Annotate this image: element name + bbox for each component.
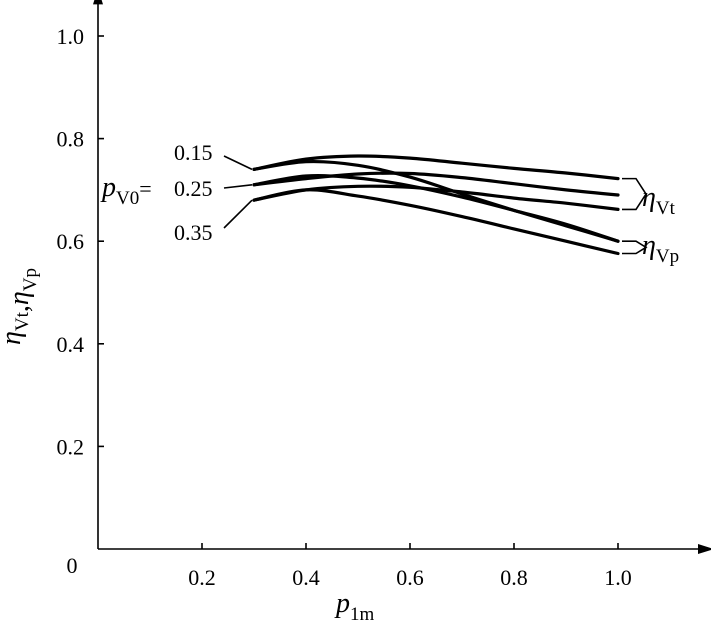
x-axis-label: p1m: [334, 588, 375, 623]
parameter-symbol: pV0=: [100, 172, 152, 209]
x-tick-label: 0.4: [292, 565, 320, 590]
param-label-0_15: 0.15: [174, 140, 213, 165]
y-axis-arrow-icon: [93, 0, 103, 5]
origin-label: 0: [67, 553, 78, 578]
leader-line: [223, 183, 253, 189]
group-bracket-vp: [622, 240, 648, 255]
x-tick-label: 0.8: [500, 565, 528, 590]
group-label-vp: ηVp: [642, 230, 679, 267]
group-label-vt: ηVt: [642, 182, 676, 219]
y-ticks: 0.2 0.4 0.6 0.8 1.0: [57, 24, 104, 459]
series-line-vp-0_25: [252, 174, 620, 243]
series-lines: [252, 154, 620, 256]
y-tick-label: 0.6: [57, 229, 85, 254]
y-tick-label: 1.0: [57, 24, 85, 49]
param-label-0_25: 0.25: [174, 176, 213, 201]
y-tick-label: 0.8: [57, 127, 85, 152]
y-axis-label: ηVt,ηVp: [0, 268, 41, 345]
x-tick-label: 0.2: [188, 565, 216, 590]
leader-line: [223, 199, 253, 229]
series-line-vp-0_35: [252, 188, 620, 256]
y-tick-label: 0.2: [57, 434, 85, 459]
x-tick-label: 0.6: [396, 565, 424, 590]
series-line-vt-0_25: [252, 171, 620, 197]
param-label-0_35: 0.35: [174, 220, 213, 245]
axis-labels: p1m ηVt,ηVp: [0, 268, 375, 623]
x-ticks: 0.2 0.4 0.6 0.8 1.0: [188, 543, 632, 590]
leader-line: [223, 155, 253, 171]
group-bracket-vt: [622, 177, 647, 211]
axes: 0: [67, 0, 711, 578]
y-tick-label: 0.4: [57, 332, 85, 357]
x-tick-label: 1.0: [604, 565, 632, 590]
x-axis-arrow-icon: [698, 544, 711, 554]
series-line-vt-0_15: [252, 154, 620, 181]
curve-labels: pV0= 0.15 0.25 0.35 ηVt ηVp: [100, 140, 679, 267]
